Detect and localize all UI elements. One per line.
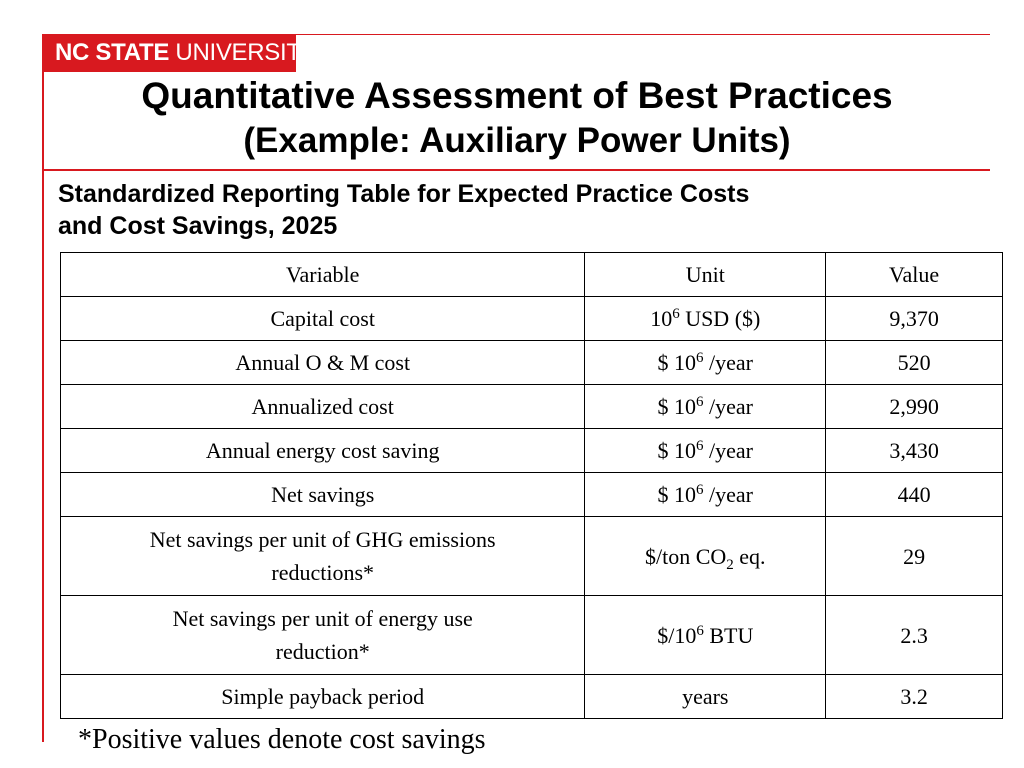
cell-value: 3.2	[825, 674, 1003, 719]
table-row: Net savings $ 106 /year 440	[59, 472, 1003, 517]
cell-unit: $/ton CO2 eq.	[584, 516, 827, 596]
cell-variable: Simple payback period	[59, 674, 586, 719]
cell-value: 520	[825, 340, 1003, 385]
cell-variable: Net savings per unit of GHG emissions red…	[59, 516, 586, 596]
table-caption-line1: Standardized Reporting Table for Expecte…	[58, 180, 750, 208]
cell-value: 9,370	[825, 296, 1003, 341]
header-variable: Variable	[59, 252, 586, 297]
cell-variable: Net savings	[59, 472, 586, 517]
table-row: Simple payback period years 3.2	[59, 674, 1003, 719]
cell-unit: $ 106 /year	[584, 472, 827, 517]
slide-title: Quantitative Assessment of Best Practice…	[141, 75, 893, 116]
cell-variable: Annual O & M cost	[59, 340, 586, 385]
cell-unit: $ 106 /year	[584, 384, 827, 429]
cell-value: 3,430	[825, 428, 1003, 473]
header-value: Value	[825, 252, 1003, 297]
slide-frame-vertical-line	[42, 34, 44, 742]
cell-variable: Annualized cost	[59, 384, 586, 429]
table-header-row: Variable Unit Value	[59, 252, 1003, 297]
slide-frame-top-line	[296, 34, 990, 35]
table-row: Annual energy cost saving $ 106 /year 3,…	[59, 428, 1003, 473]
cell-value: 440	[825, 472, 1003, 517]
cell-value: 29	[825, 516, 1003, 596]
table-row: Annualized cost $ 106 /year 2,990	[59, 384, 1003, 429]
table-row: Net savings per unit of GHG emissions red…	[59, 516, 1003, 596]
table-caption-line2: and Cost Savings, 2025	[58, 212, 338, 240]
nc-state-logo: NC STATE UNIVERSITY	[43, 34, 317, 72]
table-row: Net savings per unit of energy use reduct…	[59, 595, 1003, 675]
logo-light-text: UNIVERSITY	[169, 39, 317, 66]
cell-unit: $ 106 /year	[584, 340, 827, 385]
reporting-table: Variable Unit Value Capital cost 106 USD…	[59, 252, 1003, 719]
table-row: Annual O & M cost $ 106 /year 520	[59, 340, 1003, 385]
cell-value: 2.3	[825, 595, 1003, 675]
cell-unit: years	[584, 674, 827, 719]
cell-value: 2,990	[825, 384, 1003, 429]
cell-unit: $ 106 /year	[584, 428, 827, 473]
header-unit: Unit	[584, 252, 827, 297]
slide-title-subline: (Example: Auxiliary Power Units)	[243, 121, 791, 160]
table-caption: Standardized Reporting Table for Expecte…	[58, 178, 958, 242]
table-row: Capital cost 106 USD ($) 9,370	[59, 296, 1003, 341]
cell-variable: Capital cost	[59, 296, 586, 341]
logo-bold-text: NC STATE	[55, 39, 170, 66]
cell-unit: $/106 BTU	[584, 595, 827, 675]
title-divider	[43, 169, 990, 171]
cell-unit: 106 USD ($)	[584, 296, 827, 341]
cell-variable: Net savings per unit of energy use reduct…	[59, 595, 586, 675]
table-footnote: *Positive values denote cost savings	[78, 724, 486, 755]
logo-text: NC STATE UNIVERSITY	[43, 39, 317, 67]
cell-variable: Annual energy cost saving	[59, 428, 586, 473]
